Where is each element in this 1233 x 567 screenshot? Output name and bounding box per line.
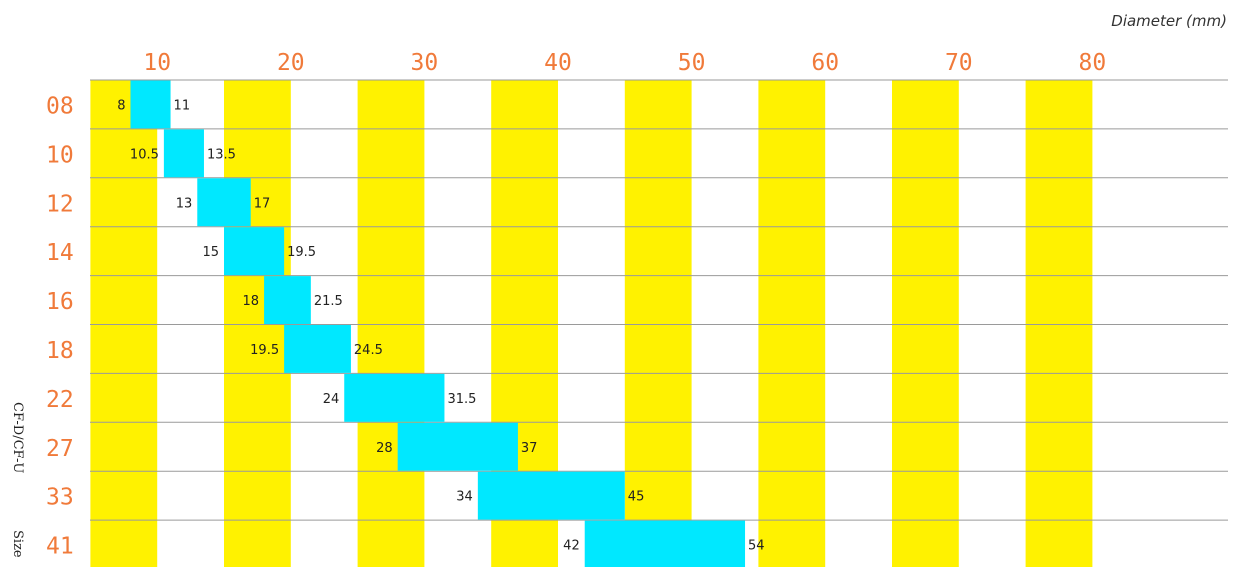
max-label-18: 24.5	[354, 343, 383, 358]
x-axis-unit-label: Diameter (mm)	[1111, 12, 1227, 30]
max-label-41: 54	[748, 539, 765, 554]
min-label-12: 13	[176, 196, 193, 211]
range-bar-16	[264, 276, 311, 324]
y-axis-title-part1: CF-D/CF-U	[10, 402, 25, 474]
range-bar-22	[344, 373, 445, 422]
x-tick-group: 10 20 30 40 50 60 70 80	[143, 50, 1106, 76]
y-tick-41: 41	[46, 534, 74, 560]
range-bar-41	[584, 520, 746, 567]
range-bar-33	[477, 471, 625, 520]
max-label-08: 11	[174, 98, 191, 113]
x-tick-70: 70	[945, 50, 973, 76]
x-tick-10: 10	[143, 50, 171, 76]
y-tick-33: 33	[46, 485, 74, 511]
min-label-16: 18	[243, 294, 260, 309]
grid-group	[90, 79, 1228, 521]
x-tick-50: 50	[678, 50, 706, 76]
y-tick-27: 27	[46, 436, 74, 462]
range-bar-18	[284, 325, 351, 373]
y-tick-14: 14	[46, 240, 74, 266]
max-label-12: 17	[254, 196, 271, 211]
y-tick-22: 22	[46, 387, 74, 413]
x-tick-40: 40	[544, 50, 572, 76]
band-6	[892, 80, 959, 567]
band-5	[758, 80, 826, 567]
y-tick-10: 10	[46, 142, 74, 168]
range-bar-10	[163, 129, 204, 178]
band-group	[90, 80, 1093, 567]
min-label-33: 34	[456, 490, 473, 505]
bar-group	[130, 80, 746, 567]
y-tick-08: 08	[46, 93, 74, 119]
band-4	[624, 80, 692, 567]
max-label-22: 31.5	[447, 392, 476, 407]
x-tick-60: 60	[811, 50, 839, 76]
x-tick-20: 20	[277, 50, 305, 76]
range-bar-27	[397, 422, 518, 471]
min-label-10: 10.5	[130, 147, 159, 162]
y-tick-group: 08 10 12 14 16 18 22 27 33 41	[46, 93, 74, 559]
range-bar-12	[197, 178, 251, 227]
y-axis-title-part2: Size	[10, 530, 25, 558]
max-label-27: 37	[521, 441, 538, 456]
label-group: 8 11 10.5 13.5 13 17 15 19.5 18 21.5 19.5 24.5 24 31.…	[117, 98, 764, 553]
min-label-27: 28	[376, 441, 393, 456]
range-bar-14	[224, 227, 285, 276]
min-label-41: 42	[563, 539, 580, 554]
y-axis-title: CF-D/CF-U Size	[2, 402, 34, 562]
max-label-33: 45	[628, 490, 645, 505]
y-tick-16: 16	[46, 289, 74, 315]
min-label-18: 19.5	[250, 343, 279, 358]
band-2	[357, 80, 425, 567]
max-label-14: 19.5	[287, 245, 316, 260]
min-label-14: 15	[202, 245, 219, 260]
x-tick-30: 30	[411, 50, 439, 76]
y-tick-12: 12	[46, 191, 74, 217]
min-label-08: 8	[117, 98, 125, 113]
band-0	[90, 80, 158, 567]
min-label-22: 24	[323, 392, 340, 407]
y-tick-18: 18	[46, 338, 74, 364]
max-label-16: 21.5	[314, 294, 343, 309]
band-7	[1025, 80, 1093, 567]
x-tick-80: 80	[1079, 50, 1107, 76]
max-label-10: 13.5	[207, 147, 236, 162]
range-bar-08	[130, 80, 171, 129]
